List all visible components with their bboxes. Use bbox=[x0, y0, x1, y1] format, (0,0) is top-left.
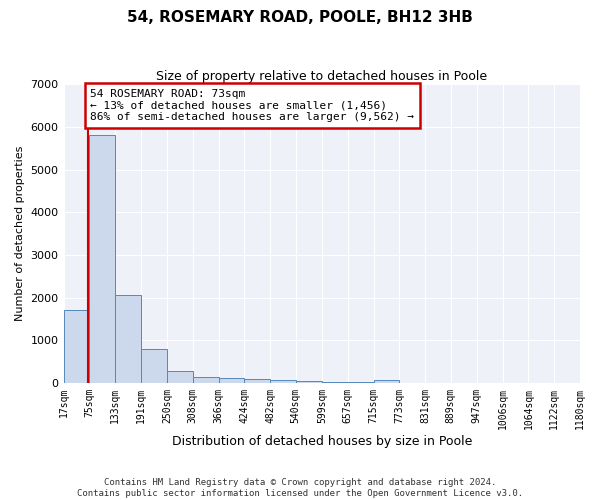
Text: 54, ROSEMARY ROAD, POOLE, BH12 3HB: 54, ROSEMARY ROAD, POOLE, BH12 3HB bbox=[127, 10, 473, 25]
Bar bbox=[244, 379, 270, 383]
Text: Contains HM Land Registry data © Crown copyright and database right 2024.
Contai: Contains HM Land Registry data © Crown c… bbox=[77, 478, 523, 498]
Bar bbox=[64, 310, 89, 383]
Bar bbox=[296, 382, 322, 383]
Bar bbox=[193, 377, 218, 383]
Title: Size of property relative to detached houses in Poole: Size of property relative to detached ho… bbox=[156, 70, 487, 83]
Bar bbox=[141, 349, 167, 383]
X-axis label: Distribution of detached houses by size in Poole: Distribution of detached houses by size … bbox=[172, 434, 472, 448]
Bar bbox=[218, 378, 244, 383]
Bar bbox=[322, 382, 348, 383]
Bar bbox=[374, 380, 399, 383]
Y-axis label: Number of detached properties: Number of detached properties bbox=[15, 146, 25, 322]
Bar bbox=[167, 371, 193, 383]
Bar bbox=[270, 380, 296, 383]
Bar bbox=[115, 296, 141, 383]
Bar bbox=[89, 136, 115, 383]
Bar bbox=[348, 382, 374, 383]
Text: 54 ROSEMARY ROAD: 73sqm
← 13% of detached houses are smaller (1,456)
86% of semi: 54 ROSEMARY ROAD: 73sqm ← 13% of detache… bbox=[90, 89, 414, 122]
